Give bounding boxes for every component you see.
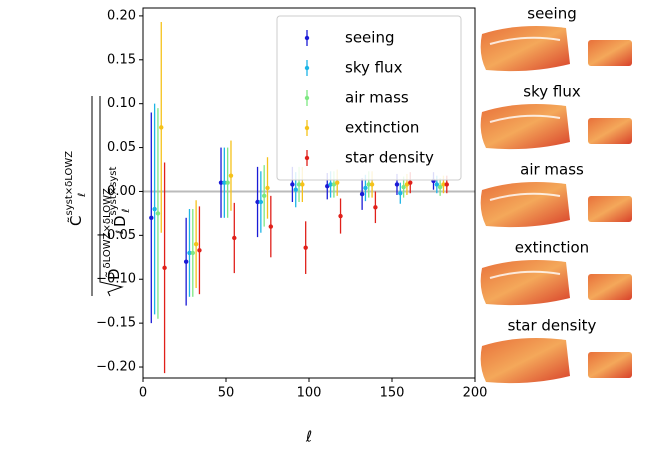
legend-marker xyxy=(305,36,309,40)
y-tick-label: −0.15 xyxy=(96,316,136,331)
point xyxy=(149,216,153,220)
point xyxy=(194,242,198,246)
point xyxy=(338,214,342,218)
legend-label: air mass xyxy=(345,89,409,107)
legend-label: sky flux xyxy=(345,59,403,77)
point xyxy=(269,224,273,228)
x-tick-label: 100 xyxy=(297,386,322,401)
label-base: D̃ xyxy=(110,215,129,227)
map-title: sky flux xyxy=(523,83,581,101)
label-base: D̃ xyxy=(104,268,123,280)
y-tick-label: 0.10 xyxy=(107,96,136,111)
point xyxy=(225,180,229,184)
point xyxy=(197,248,201,252)
legend-marker xyxy=(305,156,309,160)
point xyxy=(363,186,367,190)
sky-map-small xyxy=(588,352,632,378)
legend-label: seeing xyxy=(345,29,394,47)
map-title: extinction xyxy=(515,239,589,257)
map-title: seeing xyxy=(527,5,576,23)
label-sup: syst×δLOWZ xyxy=(64,151,75,216)
y-tick-label: 0.05 xyxy=(107,140,136,155)
point xyxy=(408,180,412,184)
point xyxy=(398,191,402,195)
point xyxy=(232,236,236,240)
sky-map-small xyxy=(588,40,632,66)
legend-label: extinction xyxy=(345,119,419,137)
label-sub: ℓ xyxy=(115,230,126,234)
point xyxy=(335,180,339,184)
point xyxy=(152,207,156,211)
point xyxy=(162,266,166,270)
sky-map-small xyxy=(588,274,632,300)
label-sup: syst×syst xyxy=(108,166,119,215)
point xyxy=(370,182,374,186)
sky-map-small xyxy=(588,196,632,222)
map-title: air mass xyxy=(520,161,584,179)
y-tick-label: 0.20 xyxy=(107,8,136,23)
point xyxy=(290,182,294,186)
sky-map-large xyxy=(481,182,570,227)
point xyxy=(373,205,377,209)
point xyxy=(191,251,195,255)
map-panels: seeing sky flux air mass extinction star den… xyxy=(481,5,632,384)
point xyxy=(445,182,449,186)
point xyxy=(300,182,304,186)
page: seeing sky flux air mass extinction star den… xyxy=(0,0,652,453)
point xyxy=(262,194,266,198)
label-sub: ℓ xyxy=(77,193,88,197)
legend-marker xyxy=(305,126,309,130)
x-axis-label: ℓ xyxy=(305,428,312,446)
legend-label: star density xyxy=(345,149,434,167)
point xyxy=(265,186,269,190)
sky-map-large xyxy=(481,260,570,305)
point xyxy=(303,245,307,249)
sky-map-small xyxy=(588,118,632,144)
chart: seeing sky flux air mass extinction star den… xyxy=(0,0,652,453)
point xyxy=(259,200,263,204)
legend-marker xyxy=(305,96,309,100)
x-tick-label: 150 xyxy=(380,386,405,401)
x-tick-label: 50 xyxy=(218,386,235,401)
sky-map-large xyxy=(481,338,570,383)
legend-marker xyxy=(305,66,309,70)
point xyxy=(184,259,188,263)
x-tick-label: 0 xyxy=(139,386,147,401)
map-title: star density xyxy=(508,317,597,335)
sky-map-large xyxy=(481,104,570,149)
point xyxy=(156,211,160,215)
x-tick-label: 200 xyxy=(463,386,488,401)
point xyxy=(229,173,233,177)
label-sub: ℓ xyxy=(121,208,132,212)
label-base: C̃ xyxy=(66,216,85,226)
point xyxy=(294,188,298,192)
point xyxy=(395,182,399,186)
y-tick-label: −0.20 xyxy=(96,360,136,375)
y-tick-label: 0.15 xyxy=(107,52,136,67)
sky-map-large xyxy=(481,26,570,71)
point xyxy=(360,192,364,196)
point xyxy=(159,125,163,129)
